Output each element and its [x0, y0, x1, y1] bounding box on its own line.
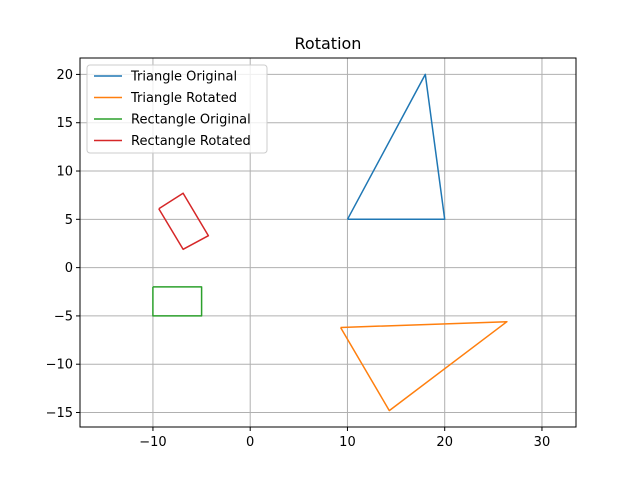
- y-tick-label: −15: [46, 406, 73, 421]
- y-tick-label: 15: [56, 116, 73, 131]
- legend: Triangle Original Triangle Rotated Rectang…: [86, 64, 268, 154]
- legend-label: Triangle Original: [130, 70, 237, 85]
- x-tick-label: −10: [139, 435, 166, 450]
- x-tick-label: 0: [246, 435, 254, 450]
- plot-frame: [79, 57, 577, 428]
- legend-label: Rectangle Rotated: [131, 134, 251, 149]
- series-line-rectangle-rotated: [158, 192, 210, 251]
- y-tick-label: 20: [56, 68, 73, 83]
- series-line-triangle-original: [346, 73, 446, 221]
- y-tick-label: −10: [46, 358, 73, 373]
- series-line-triangle-rotated: [339, 320, 508, 412]
- x-tick-label: 20: [436, 435, 453, 450]
- series-line-rectangle-original: [152, 286, 203, 317]
- y-tick-label: 5: [65, 213, 73, 228]
- x-tick-label: 10: [339, 435, 356, 450]
- legend-box: [86, 64, 268, 154]
- x-tick-label: 30: [534, 435, 551, 450]
- axis-ticks: −10 0 10 20 30 −15 −10 −5 0 5 10 15 20: [46, 68, 551, 450]
- y-tick-label: 10: [56, 165, 73, 180]
- chart-title: Rotation: [295, 34, 362, 53]
- series-layer: [152, 73, 508, 412]
- legend-label: Rectangle Original: [131, 113, 251, 128]
- y-tick-label: 0: [65, 261, 73, 276]
- legend-label: Triangle Rotated: [130, 91, 237, 106]
- y-tick-label: −5: [54, 309, 73, 324]
